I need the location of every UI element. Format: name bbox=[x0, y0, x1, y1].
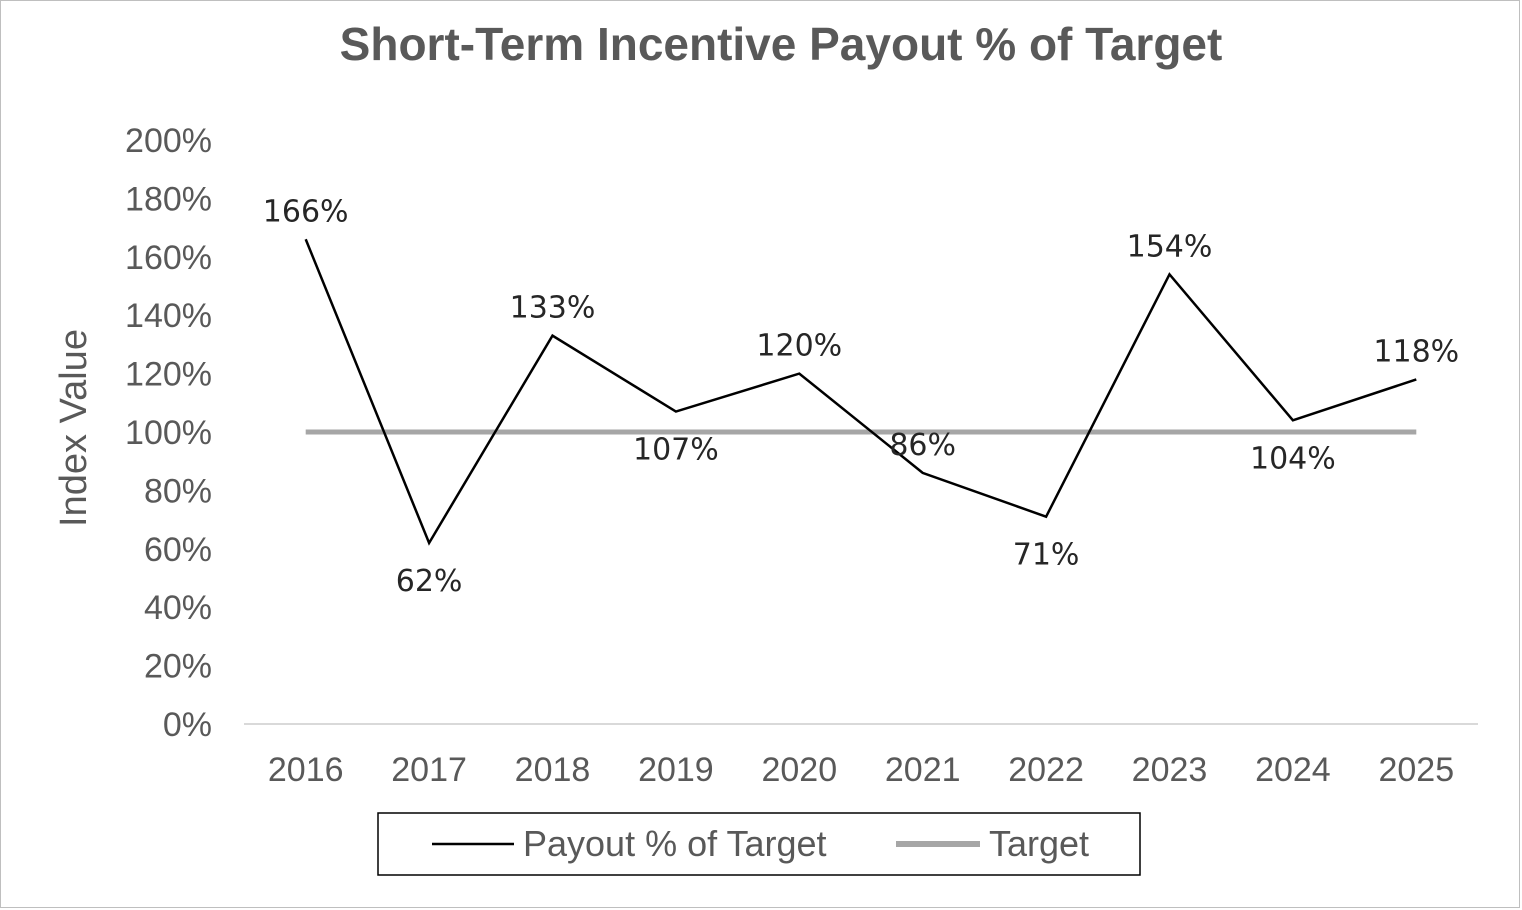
y-tick-label: 140% bbox=[125, 297, 212, 335]
y-tick-labels: 0% 20% 40% 60% 80% 100% 120% 140% 160% 180% 200% bbox=[125, 122, 212, 744]
payout-line bbox=[304, 238, 1417, 546]
y-tick-label: 160% bbox=[125, 239, 212, 277]
x-tick-label: 2016 bbox=[268, 751, 344, 789]
x-tick-label: 2017 bbox=[391, 751, 467, 789]
y-tick-label: 180% bbox=[125, 180, 212, 218]
data-label: 71% bbox=[1013, 538, 1080, 573]
data-label: 86% bbox=[889, 428, 956, 463]
data-labels: 166% 62% 133% 107% 120% 86% 71% 154% 104% 118% bbox=[263, 194, 1459, 599]
data-label: 120% bbox=[756, 329, 842, 364]
y-tick-label: 60% bbox=[144, 531, 212, 569]
x-tick-label: 2022 bbox=[1008, 751, 1084, 789]
y-tick-label: 80% bbox=[144, 472, 212, 510]
legend-label-target: Target bbox=[989, 823, 1089, 864]
y-tick-label: 0% bbox=[163, 706, 212, 744]
y-tick-label: 20% bbox=[144, 648, 212, 686]
y-tick-label: 200% bbox=[125, 122, 212, 160]
legend: Payout % of Target Target bbox=[377, 812, 1141, 876]
data-label: 118% bbox=[1373, 334, 1459, 369]
x-tick-label: 2019 bbox=[638, 751, 714, 789]
x-tick-label: 2024 bbox=[1255, 751, 1331, 789]
y-tick-label: 120% bbox=[125, 356, 212, 394]
legend-label-payout: Payout % of Target bbox=[523, 823, 827, 864]
y-tick-label: 100% bbox=[125, 414, 212, 452]
data-label: 62% bbox=[396, 564, 463, 599]
x-tick-labels: 2016 2017 2018 2019 2020 2021 2022 2023 2024 2025 bbox=[268, 751, 1454, 789]
chart-title: Short-Term Incentive Payout % of Target bbox=[340, 18, 1223, 70]
data-label: 166% bbox=[263, 194, 349, 229]
series-group bbox=[304, 238, 1417, 546]
data-label: 104% bbox=[1250, 441, 1336, 476]
x-tick-label: 2020 bbox=[761, 751, 837, 789]
x-tick-label: 2018 bbox=[515, 751, 591, 789]
x-tick-label: 2023 bbox=[1132, 751, 1208, 789]
data-label: 107% bbox=[633, 433, 719, 468]
y-tick-label: 40% bbox=[144, 589, 212, 627]
data-label: 133% bbox=[510, 291, 596, 326]
x-tick-label: 2025 bbox=[1378, 751, 1454, 789]
data-label: 154% bbox=[1127, 229, 1213, 264]
y-axis-title: Index Value bbox=[53, 329, 95, 527]
x-tick-label: 2021 bbox=[885, 751, 961, 789]
